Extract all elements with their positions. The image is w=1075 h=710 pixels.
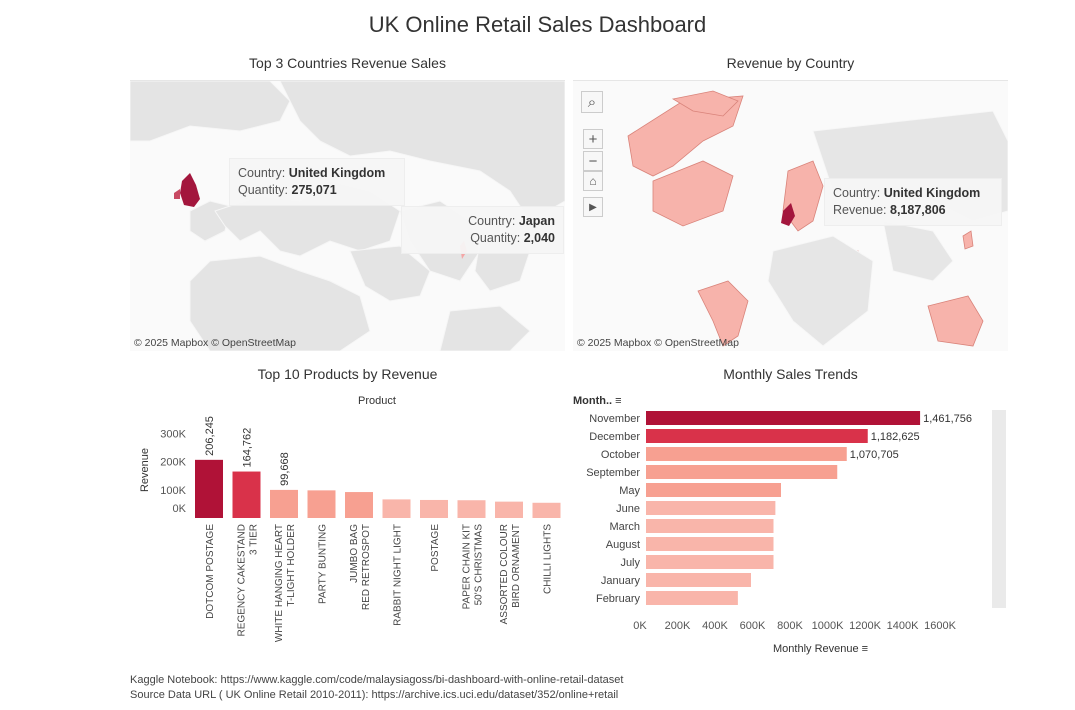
y-tick-label: 200K <box>160 457 186 469</box>
month-label: January <box>601 575 641 587</box>
month-label: December <box>589 431 640 443</box>
data-label: 99,668 <box>279 452 291 486</box>
bar <box>646 483 781 497</box>
products-bar-chart: Revenue 0K 100K 200K 300K 206,245 DOTCOM POSTA… <box>139 416 561 642</box>
category-label: DOTCOM POSTAGE <box>205 524 216 619</box>
bar <box>270 489 298 518</box>
month-label: October <box>601 449 640 461</box>
category-label: 3 TIER <box>249 524 260 555</box>
x-tick-label: 1200K <box>849 620 881 632</box>
x-tick-label: 1600K <box>924 620 956 632</box>
category-label: T-LIGHT HOLDER <box>286 524 297 607</box>
category-label: BIRD ORNAMENT <box>511 524 522 608</box>
bar <box>646 573 751 587</box>
bar <box>646 465 838 479</box>
play-button[interactable]: ▶ <box>583 197 603 217</box>
zoom-out-icon: − <box>588 152 598 170</box>
month-header[interactable]: Month.. ≡ <box>573 395 622 407</box>
monthly-bar-chart: November 1,461,756 December 1,182,625 Octobe… <box>586 411 972 632</box>
category-label: WHITE HANGING HEART <box>274 524 285 642</box>
bar <box>532 502 561 518</box>
sort-icon[interactable]: ≡ <box>615 395 622 407</box>
bar <box>495 501 523 518</box>
x-tick-label: 1400K <box>887 620 919 632</box>
category-label: REGENCY CAKESTAND <box>237 524 248 636</box>
products-header: Product <box>358 395 396 407</box>
bar <box>232 471 261 518</box>
x-tick-label: 400K <box>702 620 728 632</box>
bar <box>382 499 411 518</box>
y-axis-label: Revenue <box>139 448 151 492</box>
play-icon: ▶ <box>589 201 597 213</box>
bar <box>646 537 774 551</box>
category-label: RED RETROSPOT <box>361 524 372 610</box>
tooltip-uk: Country: United Kingdom Quantity: 275,07… <box>230 159 404 205</box>
x-tick-label: 200K <box>665 620 691 632</box>
month-label: September <box>586 467 640 479</box>
home-icon: ⌂ <box>589 174 597 188</box>
data-label: 1,461,756 <box>923 413 972 425</box>
home-button[interactable]: ⌂ <box>583 171 603 191</box>
sort-icon[interactable]: ≡ <box>861 643 869 655</box>
month-label: February <box>596 593 641 605</box>
zoom-in-icon: + <box>588 130 598 148</box>
category-label: 50'S CHRISTMAS <box>474 524 485 606</box>
bar <box>646 501 776 515</box>
bar <box>646 519 774 533</box>
category-label: RABBIT NIGHT LIGHT <box>393 524 404 626</box>
category-label: ASSORTED COLOUR <box>499 524 510 624</box>
x-tick-label: 600K <box>740 620 766 632</box>
data-label: 206,245 <box>204 416 216 456</box>
y-tick-label: 300K <box>160 428 186 440</box>
x-tick-label: 800K <box>777 620 803 632</box>
map-right-title: Revenue by Country <box>726 55 855 71</box>
data-label: 1,182,625 <box>871 431 920 443</box>
bar <box>646 591 738 605</box>
bar <box>345 492 373 518</box>
category-label: JUMBO BAG <box>349 524 360 583</box>
map-left[interactable]: Country: United Kingdom Quantity: 275,07… <box>130 80 565 351</box>
category-label: PARTY BUNTING <box>318 524 329 604</box>
footer-source-link[interactable]: Source Data URL ( UK Online Retail 2010-… <box>130 689 619 701</box>
search-button[interactable]: ⌕ <box>581 91 603 113</box>
vertical-scrollbar[interactable] <box>992 410 1006 608</box>
category-label: POSTAGE <box>430 524 441 572</box>
bar <box>420 499 448 518</box>
month-label: May <box>619 485 640 497</box>
bar <box>646 555 774 569</box>
category-label: PAPER CHAIN KIT <box>462 524 473 609</box>
y-tick-label: 0K <box>173 503 187 515</box>
month-label: August <box>606 539 640 551</box>
map-left-title: Top 3 Countries Revenue Sales <box>249 55 446 71</box>
month-label: March <box>609 521 640 533</box>
map-right[interactable]: ⌕ + − ⌂ ▶ Country: United Kingdom Revenu… <box>573 80 1008 351</box>
category-label: CHILLI LIGHTS <box>543 524 554 594</box>
x-tick-label: 1000K <box>812 620 844 632</box>
data-label: 1,070,705 <box>850 449 899 461</box>
x-tick-label: 0K <box>633 620 647 632</box>
search-icon: ⌕ <box>587 93 597 111</box>
map-right-credit: © 2025 Mapbox © OpenStreetMap <box>577 337 739 349</box>
map-left-credit: © 2025 Mapbox © OpenStreetMap <box>134 337 296 349</box>
bar <box>646 411 921 425</box>
bar <box>307 490 336 518</box>
tooltip-uk-revenue: Country: United Kingdom Revenue: 8,187,8… <box>825 179 1001 225</box>
data-label: 164,762 <box>242 428 254 468</box>
footer-notebook-link[interactable]: Kaggle Notebook: https://www.kaggle.com/… <box>130 674 624 686</box>
monthly-xlabel: Monthly Revenue ≡ <box>773 643 869 655</box>
monthly-chart-title: Monthly Sales Trends <box>723 366 858 382</box>
products-chart-title: Top 10 Products by Revenue <box>257 366 438 382</box>
tooltip-japan: Country: Japan Quantity: 2,040 <box>402 207 563 253</box>
y-tick-label: 100K <box>160 485 186 497</box>
bar <box>646 447 847 461</box>
dashboard-title: UK Online Retail Sales Dashboard <box>368 12 707 37</box>
bar <box>195 459 223 518</box>
month-label: November <box>589 413 640 425</box>
zoom-out-button[interactable]: − <box>583 151 603 171</box>
month-label: July <box>620 557 640 569</box>
bar <box>457 500 486 518</box>
bar <box>646 429 868 443</box>
month-label: June <box>616 503 640 515</box>
zoom-in-button[interactable]: + <box>583 129 603 149</box>
